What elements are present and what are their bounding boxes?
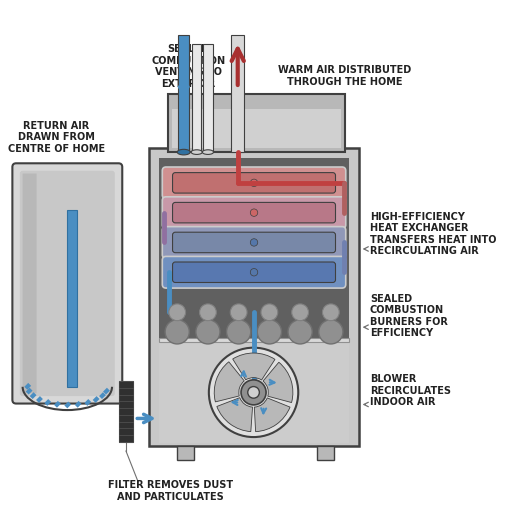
Bar bbox=[67, 210, 77, 387]
Ellipse shape bbox=[177, 149, 190, 155]
Circle shape bbox=[250, 268, 258, 276]
Circle shape bbox=[319, 320, 343, 344]
FancyBboxPatch shape bbox=[162, 167, 346, 199]
Wedge shape bbox=[217, 398, 252, 432]
Bar bbox=[149, 148, 359, 446]
Bar bbox=[159, 342, 350, 443]
Bar bbox=[159, 158, 350, 437]
Circle shape bbox=[322, 304, 339, 321]
Circle shape bbox=[199, 304, 216, 321]
Ellipse shape bbox=[202, 150, 214, 155]
Circle shape bbox=[241, 380, 266, 405]
Bar bbox=[231, 35, 244, 152]
Text: RETURN AIR
DRAWN FROM
CENTRE OF HOME: RETURN AIR DRAWN FROM CENTRE OF HOME bbox=[8, 121, 105, 154]
Text: BLOWER
RECIRCULATES
INDOOR AIR: BLOWER RECIRCULATES INDOOR AIR bbox=[370, 374, 451, 407]
Circle shape bbox=[250, 209, 258, 216]
FancyBboxPatch shape bbox=[20, 171, 115, 396]
Text: WARM AIR DISTRIBUTED
THROUGH THE HOME: WARM AIR DISTRIBUTED THROUGH THE HOME bbox=[278, 65, 411, 86]
Bar bbox=[168, 94, 345, 152]
Circle shape bbox=[250, 179, 258, 187]
FancyBboxPatch shape bbox=[173, 172, 335, 193]
Wedge shape bbox=[263, 362, 293, 402]
Text: HIGH-EFFICIENCY
HEAT EXCHANGER
TRANSFERS HEAT INTO
RECIRCULATING AIR: HIGH-EFFICIENCY HEAT EXCHANGER TRANSFERS… bbox=[370, 212, 496, 256]
Circle shape bbox=[165, 320, 190, 344]
FancyBboxPatch shape bbox=[12, 163, 122, 403]
FancyBboxPatch shape bbox=[162, 226, 346, 258]
Circle shape bbox=[209, 347, 298, 437]
Circle shape bbox=[248, 387, 260, 398]
Bar bbox=[177, 446, 194, 461]
Bar bbox=[178, 35, 190, 152]
Wedge shape bbox=[233, 353, 275, 380]
Bar bbox=[159, 339, 350, 342]
Circle shape bbox=[230, 304, 247, 321]
Circle shape bbox=[258, 320, 282, 344]
Bar bbox=[171, 110, 341, 148]
FancyBboxPatch shape bbox=[173, 232, 335, 253]
Wedge shape bbox=[254, 398, 290, 432]
FancyBboxPatch shape bbox=[162, 256, 346, 288]
Circle shape bbox=[250, 239, 258, 246]
Wedge shape bbox=[214, 362, 244, 402]
Bar bbox=[192, 44, 201, 152]
Circle shape bbox=[291, 304, 308, 321]
Circle shape bbox=[196, 320, 220, 344]
Circle shape bbox=[261, 304, 278, 321]
Bar bbox=[203, 44, 213, 152]
FancyBboxPatch shape bbox=[173, 202, 335, 223]
Text: SEALED
COMBUSTION
VENTING TO
EXTERIOR: SEALED COMBUSTION VENTING TO EXTERIOR bbox=[151, 44, 226, 89]
Bar bbox=[317, 446, 334, 461]
Ellipse shape bbox=[191, 150, 202, 155]
Text: FILTER REMOVES DUST
AND PARTICULATES: FILTER REMOVES DUST AND PARTICULATES bbox=[108, 481, 233, 502]
Circle shape bbox=[288, 320, 312, 344]
Circle shape bbox=[227, 320, 251, 344]
FancyBboxPatch shape bbox=[162, 197, 346, 228]
Text: SEALED
COMBUSTION
BURNERS FOR
EFFICIENCY: SEALED COMBUSTION BURNERS FOR EFFICIENCY bbox=[370, 293, 448, 339]
Circle shape bbox=[169, 304, 185, 321]
Bar bbox=[119, 381, 132, 442]
FancyBboxPatch shape bbox=[173, 262, 335, 282]
FancyBboxPatch shape bbox=[23, 173, 37, 394]
